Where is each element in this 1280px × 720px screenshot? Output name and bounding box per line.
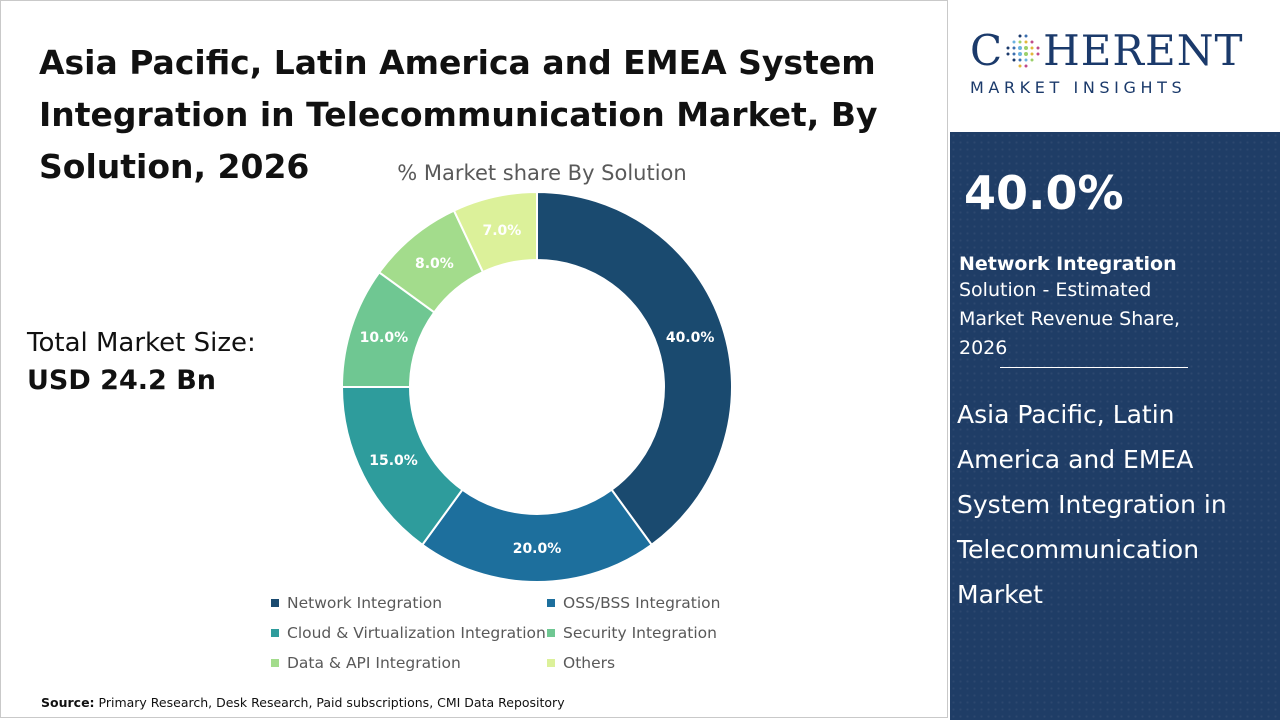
page-title: Asia Pacific, Latin America and EMEA Sys… bbox=[39, 43, 878, 186]
legend-label: Others bbox=[563, 654, 616, 672]
source-text: Primary Research, Desk Research, Paid su… bbox=[98, 695, 565, 710]
highlight-segment: Network Integration bbox=[959, 253, 1177, 275]
market-size-label: Total Market Size: bbox=[27, 328, 256, 358]
logo-letters-end: HERENT bbox=[1043, 26, 1244, 75]
donut-data-label-1: 20.0% bbox=[513, 541, 562, 557]
brand-logo: C HERENT MARKET INSIGHTS bbox=[950, 0, 1280, 132]
donut-slice-0 bbox=[536, 190, 733, 547]
legend-swatch bbox=[271, 599, 279, 607]
legend-swatch bbox=[271, 659, 279, 667]
legend-swatch bbox=[271, 629, 279, 637]
chart-title: % Market share By Solution bbox=[397, 161, 687, 185]
chart-panel: Asia Pacific, Latin America and EMEA Sys… bbox=[0, 0, 948, 718]
legend-swatch bbox=[547, 659, 555, 667]
legend-label: Cloud & Virtualization Integration bbox=[287, 624, 546, 642]
source-label: Source: bbox=[41, 695, 95, 710]
donut-data-label-0: 40.0% bbox=[666, 330, 715, 346]
legend-item: Cloud & Virtualization Integration bbox=[271, 623, 547, 643]
donut-chart: 40.0% 20.0% 15.0% 10.0% 8.0% 7.0% bbox=[340, 190, 733, 583]
legend-label: Security Integration bbox=[563, 624, 717, 642]
legend-item: Security Integration bbox=[547, 623, 741, 643]
market-name: Asia Pacific, Latin America and EMEA Sys… bbox=[957, 400, 1227, 609]
legend-item: Data & API Integration bbox=[271, 653, 547, 673]
legend-label: OSS/BSS Integration bbox=[563, 594, 721, 612]
donut-slice-5 bbox=[452, 190, 538, 274]
logo-globe-icon bbox=[1006, 34, 1040, 67]
legend-item: Network Integration bbox=[271, 593, 547, 613]
donut-data-label-4: 8.0% bbox=[415, 256, 454, 272]
legend-label: Data & API Integration bbox=[287, 654, 461, 672]
donut-data-label-2: 15.0% bbox=[369, 453, 418, 469]
logo-tagline: MARKET INSIGHTS bbox=[970, 78, 1187, 97]
legend-item: Others bbox=[547, 653, 741, 673]
donut-slice-1 bbox=[420, 488, 654, 583]
logo-letters-start: C bbox=[970, 26, 1004, 75]
market-size-value: USD 24.2 Bn bbox=[27, 365, 216, 396]
donut-data-label-5: 7.0% bbox=[482, 223, 521, 239]
legend-label: Network Integration bbox=[287, 594, 443, 612]
legend-swatch bbox=[547, 629, 555, 637]
highlight-panel: 40.0% Network Integration Solution - Est… bbox=[950, 132, 1280, 720]
source-note: Source: Primary Research, Desk Research,… bbox=[41, 695, 565, 710]
highlight-percent: 40.0% bbox=[964, 166, 1124, 220]
highlight-description: Solution - Estimated Market Revenue Shar… bbox=[959, 279, 1181, 359]
logo-wordmark: C HERENT bbox=[970, 26, 1243, 75]
legend-swatch bbox=[547, 599, 555, 607]
donut-data-label-3: 10.0% bbox=[360, 330, 409, 346]
market-size-block: Total Market Size: USD 24.2 Bn bbox=[27, 325, 256, 401]
legend-item: OSS/BSS Integration bbox=[547, 593, 741, 613]
chart-legend: Network Integration OSS/BSS Integration Cl… bbox=[271, 593, 741, 673]
divider bbox=[1000, 367, 1188, 368]
